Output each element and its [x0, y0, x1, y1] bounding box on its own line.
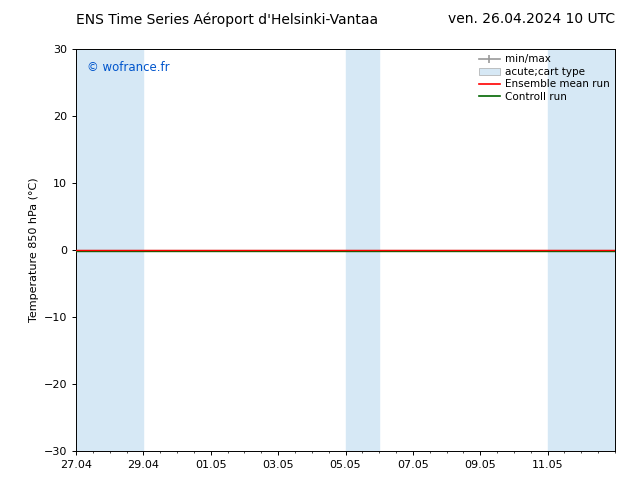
Y-axis label: Temperature 850 hPa (°C): Temperature 850 hPa (°C) [29, 177, 39, 322]
Text: ENS Time Series Aéroport d'Helsinki-Vantaa: ENS Time Series Aéroport d'Helsinki-Vant… [76, 12, 378, 27]
Text: ven. 26.04.2024 10 UTC: ven. 26.04.2024 10 UTC [448, 12, 615, 26]
Bar [346, 49, 379, 451]
Legend: min/max, acute;cart type, Ensemble mean run, Controll run: min/max, acute;cart type, Ensemble mean … [476, 51, 613, 105]
Bar [76, 49, 143, 451]
Text: © wofrance.fr: © wofrance.fr [87, 61, 169, 74]
Bar [548, 49, 615, 451]
